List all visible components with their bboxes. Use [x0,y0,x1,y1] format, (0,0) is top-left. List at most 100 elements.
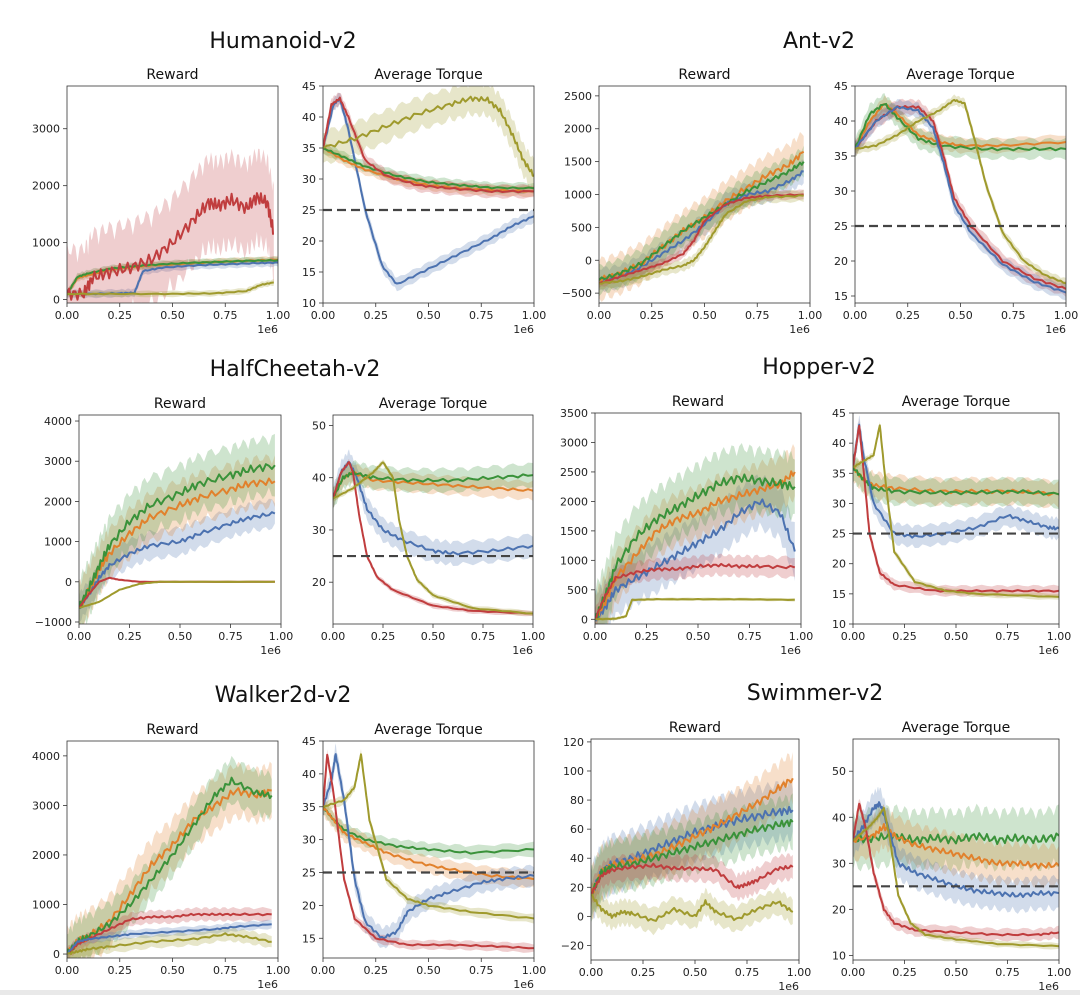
x-tick-label: 0.00 [841,966,866,979]
y-tick-label: 30 [302,834,316,847]
series-line-green [599,161,805,281]
y-tick-label: 20 [302,899,316,912]
y-tick-label: 15 [302,932,316,945]
y-tick-label: 45 [302,80,316,93]
series-line-olive [855,98,1066,285]
series-line-red [323,753,534,950]
x-tick-label: 0.50 [944,630,969,643]
y-tick-label: 20 [834,255,848,268]
y-tick-label: 20 [302,235,316,248]
x-tick-label: 0.50 [944,966,969,979]
series-line-blue [67,923,272,955]
series-line-blue [599,170,804,282]
y-tick-label: 1000 [564,189,592,202]
panel-title: Average Torque [374,67,483,83]
plot-area [67,755,273,958]
x-tick-label: 0.00 [583,630,608,643]
y-tick-label: 35 [834,150,848,163]
x-scale-exponent-label: 1e6 [513,323,534,336]
y-tick-label: 30 [832,497,846,510]
series-line-red [599,193,804,285]
x-scale-exponent-label: 1e6 [778,980,799,993]
x-tick-label: 0.50 [416,309,441,322]
y-tick-label: −1000 [35,616,72,629]
x-tick-label: 0.00 [55,309,80,322]
x-scale-exponent-label: 1e6 [257,978,278,991]
x-scale-exponent-label: 1e6 [1038,980,1059,993]
y-tick-label: 40 [832,811,846,824]
series-line-red [67,192,275,301]
plot-area [323,743,534,953]
x-tick-label: 0.75 [469,309,494,322]
series-line-red [323,96,534,194]
y-tick-label: 3000 [44,455,72,468]
x-tick-label: 0.25 [364,964,389,977]
y-tick-label: 35 [302,801,316,814]
series-band-green [855,93,1066,161]
plot-area [333,449,533,617]
x-tick-label: 0.00 [55,964,80,977]
series-band-orange [599,132,804,302]
plot-area [595,443,796,624]
series-band-green [853,803,1059,873]
series-line-blue [323,753,534,940]
y-tick-label: 1000 [560,554,588,567]
x-tick-label: 0.00 [311,309,336,322]
y-tick-label: 50 [832,765,846,778]
y-tick-label: 2500 [560,466,588,479]
y-tick-label: 30 [312,524,326,537]
series-line-olive [323,753,534,920]
y-tick-label: 1000 [32,237,60,250]
series-line-orange [323,147,534,193]
x-tick-label: 0.25 [371,630,396,643]
env-title-hopper: Hopper-v2 [762,355,875,380]
series-line-olive [853,806,1059,948]
x-tick-label: 0.75 [995,966,1020,979]
x-tick-label: 1.00 [798,309,823,322]
series-line-green [855,102,1066,152]
series-band-orange [333,463,533,509]
y-tick-label: 120 [563,736,584,749]
series-band-green [853,452,1059,510]
x-tick-label: 0.25 [640,309,665,322]
series-band-blue [79,498,275,622]
y-tick-label: 0 [65,576,72,589]
x-tick-label: 0.75 [471,630,496,643]
y-tick-label: 45 [832,407,846,420]
y-tick-label: 3500 [560,407,588,420]
y-tick-label: 35 [302,142,316,155]
x-tick-label: 0.75 [469,964,494,977]
y-tick-label: 15 [302,266,316,279]
env-title-swimmer: Swimmer-v2 [747,681,883,706]
y-tick-label: 15 [832,588,846,601]
x-tick-label: 0.25 [117,630,142,643]
series-line-olive [333,461,533,615]
y-tick-label: −20 [561,939,584,952]
y-tick-label: 4000 [44,415,72,428]
y-tick-label: 100 [563,765,584,778]
series-line-red [67,912,272,955]
plot-area [79,433,276,624]
y-tick-label: 20 [570,881,584,894]
series-band-orange [595,444,795,624]
series-band-green [591,793,793,923]
x-tick-label: 0.00 [841,630,866,643]
x-tick-label: 0.75 [995,630,1020,643]
x-tick-label: 0.25 [108,964,133,977]
series-band-green [333,460,533,512]
panel-title: Average Torque [374,722,483,738]
y-tick-label: 40 [834,115,848,128]
series-band-olive [599,189,804,290]
x-tick-label: 1.00 [521,630,546,643]
y-tick-label: 10 [832,949,846,962]
plot-area [855,93,1066,301]
y-tick-label: 0 [577,910,584,923]
y-tick-label: 1500 [564,156,592,169]
panel-title: Average Torque [379,396,488,412]
